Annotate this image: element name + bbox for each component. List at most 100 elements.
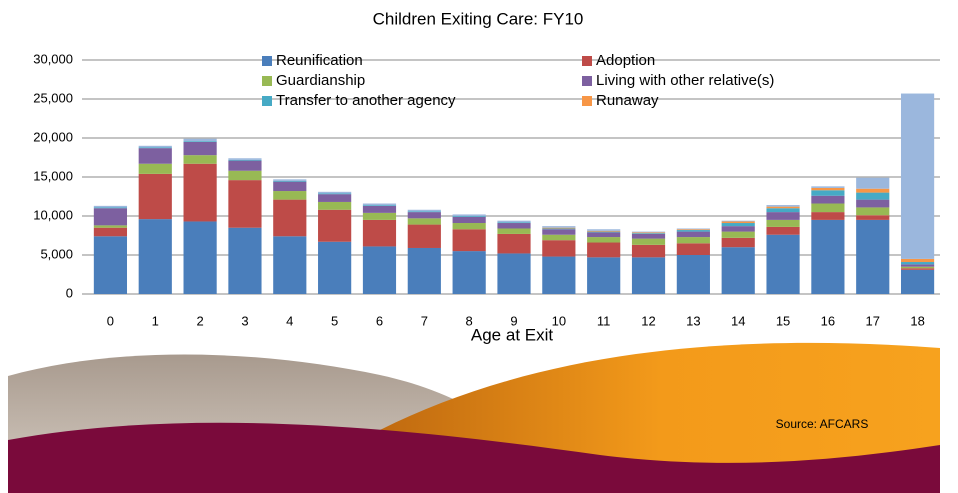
bar-segment (497, 222, 530, 223)
bar-segment (766, 227, 799, 235)
bar-segment (542, 229, 575, 234)
bar-segment (856, 200, 889, 208)
bar-segment (722, 238, 755, 247)
legend-swatch (262, 96, 272, 106)
bar-segment (94, 207, 127, 208)
bar-segment (94, 228, 127, 237)
y-tick-label: 10,000 (33, 207, 73, 222)
y-tick-label: 30,000 (33, 51, 73, 66)
bar-segment (766, 205, 799, 207)
y-tick-label: 15,000 (33, 168, 73, 183)
bar-segment (901, 259, 934, 262)
bar-segment (856, 178, 889, 189)
bar-segment (363, 213, 396, 220)
bar-segment (497, 223, 530, 228)
legend-swatch (582, 96, 592, 106)
bar-segment (363, 220, 396, 247)
bar-segment (856, 220, 889, 294)
bar-segment (318, 210, 351, 242)
bar-segment (228, 180, 261, 228)
bar-segment (632, 257, 665, 294)
x-tick-label: 6 (376, 313, 383, 328)
bar-segment (318, 194, 351, 202)
bar-segment (94, 206, 127, 208)
bar-segment (677, 230, 710, 232)
bar-segment (228, 228, 261, 294)
bar-segment (408, 210, 441, 212)
bar-segment (184, 221, 217, 294)
bar-segment (901, 268, 934, 270)
y-tick-label: 5,000 (40, 246, 73, 261)
bar-segment (766, 208, 799, 212)
bar-segment (318, 193, 351, 194)
bar-segment (542, 228, 575, 229)
bar-segment (722, 221, 755, 222)
bar-segment (632, 233, 665, 234)
x-tick-label: 2 (196, 313, 203, 328)
bar-segment (453, 223, 486, 229)
bar-segment (722, 232, 755, 238)
bar-segment (542, 228, 575, 229)
bar-segment (184, 155, 217, 164)
bar-segment (139, 146, 172, 148)
bar-segment (94, 225, 127, 227)
x-tick-label: 11 (597, 313, 611, 328)
bar-segment (94, 236, 127, 294)
bar-segment (722, 221, 755, 223)
x-tick-label: 8 (466, 313, 473, 328)
legend-label: Reunification (276, 52, 363, 69)
bar-segment (766, 212, 799, 220)
bar-segment (677, 237, 710, 243)
bar-segment (901, 264, 934, 266)
bar-segment (453, 251, 486, 294)
bar-segment (318, 192, 351, 194)
bar-segment (856, 215, 889, 220)
bar-segment (901, 270, 934, 294)
legend-label: Transfer to another agency (276, 92, 456, 109)
bar-segment (453, 214, 486, 216)
chart: Children Exiting Care: FY10 Age at Exit … (0, 0, 958, 493)
bar-segment (318, 242, 351, 294)
chart-title: Children Exiting Care: FY10 (373, 9, 584, 28)
bar-segment (453, 229, 486, 251)
bar-segment (542, 240, 575, 256)
bar-segment (587, 237, 620, 242)
bar-segment (587, 232, 620, 237)
bar-segment (587, 229, 620, 231)
bar-segment (228, 158, 261, 160)
bar-segment (542, 257, 575, 294)
bar-segment (408, 212, 441, 218)
legend-swatch (262, 56, 272, 66)
bar-segment (184, 164, 217, 222)
x-tick-label: 13 (686, 313, 700, 328)
bar-segment (273, 179, 306, 181)
bar-segment (632, 232, 665, 233)
bar-segment (273, 200, 306, 237)
bar-segment (228, 171, 261, 180)
bar-segment (184, 142, 217, 155)
bar-segment (722, 223, 755, 226)
bar-segment (901, 267, 934, 269)
bar-segment (497, 221, 530, 223)
bar-segment (722, 226, 755, 231)
bar-segment (497, 228, 530, 233)
bar-segment (363, 206, 396, 213)
bar-segment (408, 218, 441, 224)
y-tick-label: 20,000 (33, 129, 73, 144)
x-tick-label: 5 (331, 313, 338, 328)
bar-segment (273, 181, 306, 182)
bar-segment (632, 232, 665, 233)
bar-segment (766, 235, 799, 294)
legend-label: Adoption (596, 52, 655, 69)
bar-segment (139, 148, 172, 164)
bar-segment (587, 257, 620, 294)
bar-segment (139, 174, 172, 219)
bar-segment (811, 188, 844, 190)
bar-segment (856, 189, 889, 193)
x-tick-label: 7 (421, 313, 428, 328)
bar-segment (363, 246, 396, 294)
bar-segment (453, 216, 486, 217)
legend-swatch (582, 76, 592, 86)
bar-segment (587, 231, 620, 232)
legend-label: Runaway (596, 92, 659, 109)
